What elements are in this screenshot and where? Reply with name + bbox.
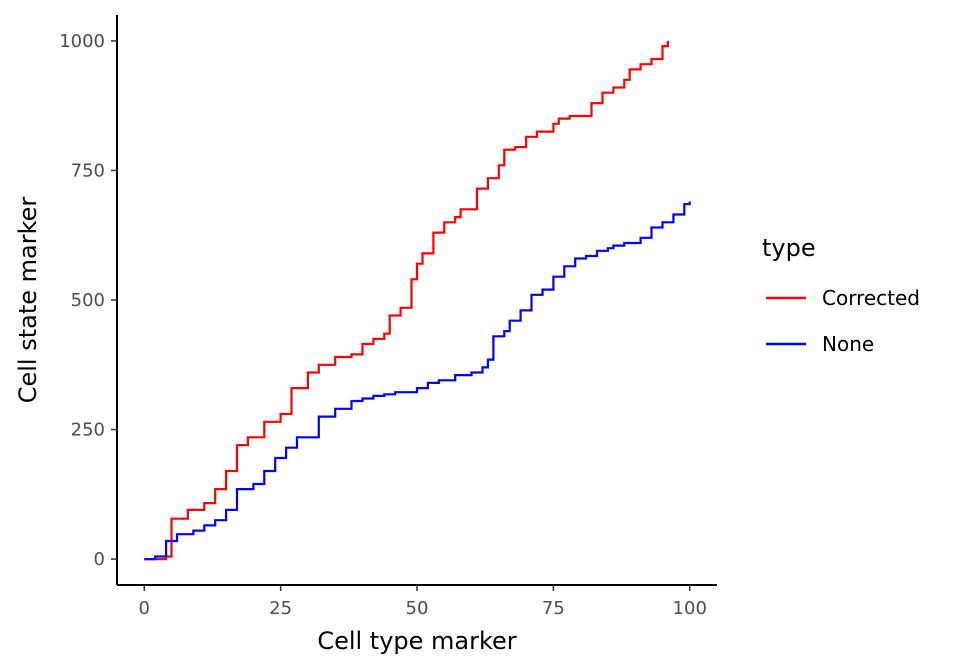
y-tick-label: 250	[71, 420, 105, 441]
x-tick-label: 100	[673, 598, 707, 619]
series-line-none	[144, 201, 691, 561]
y-tick-label: 1000	[59, 31, 105, 52]
legend: type Corrected None	[762, 234, 920, 356]
series-line-corrected	[144, 40, 669, 561]
y-axis-ticks: 0 250 500 750 1000	[59, 31, 117, 570]
x-tick-label: 50	[406, 598, 429, 619]
legend-label-corrected: Corrected	[822, 286, 920, 310]
x-tick-label: 75	[542, 598, 565, 619]
y-tick-label: 0	[94, 549, 105, 570]
x-tick-label: 25	[269, 598, 292, 619]
x-axis-title: Cell type marker	[317, 627, 516, 655]
y-axis-title: Cell state marker	[14, 197, 42, 404]
series-layer	[144, 40, 691, 561]
y-tick-label: 500	[71, 290, 105, 311]
legend-title: type	[762, 234, 816, 262]
x-tick-label: 0	[139, 598, 150, 619]
x-axis-ticks: 0 25 50 75 100	[139, 585, 707, 619]
legend-label-none: None	[822, 332, 874, 356]
y-tick-label: 750	[71, 160, 105, 181]
